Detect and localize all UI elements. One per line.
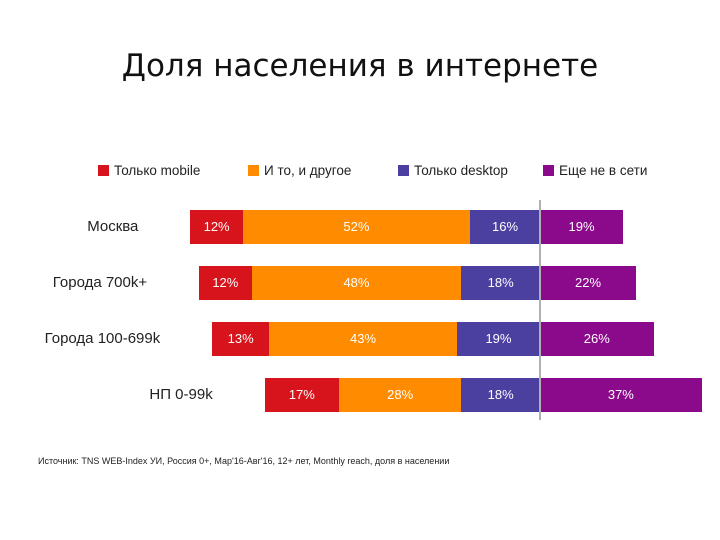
- legend-swatch: [98, 165, 109, 176]
- bar-segment: 17%: [264, 378, 339, 412]
- bar-segment: 28%: [338, 378, 462, 412]
- bar-row: НП 0-99k 17% 28% 18% 37%: [0, 378, 720, 412]
- chart-legend: Только mobile И то, и другое Только deskto…: [0, 163, 720, 183]
- bar-segment: 19%: [456, 322, 540, 356]
- category-label: Москва: [87, 218, 139, 235]
- bar-segment: 12%: [199, 266, 252, 300]
- category-label: Города 700k+: [52, 274, 148, 291]
- bar-segment: 16%: [470, 210, 540, 244]
- legend-label: Только desktop: [414, 163, 508, 178]
- page-title: Доля населения в интернете: [121, 48, 599, 84]
- bar-segment: 52%: [242, 210, 471, 244]
- category-label: НП 0-99k: [149, 386, 213, 403]
- bar-segment: 48%: [251, 266, 462, 300]
- bar-row: Города 100-699k 13% 43% 19% 26%: [0, 322, 720, 356]
- bar-segment: 26%: [540, 322, 654, 356]
- legend-item: Только mobile: [98, 163, 200, 178]
- bar-segment: 18%: [461, 266, 540, 300]
- category-label: Города 100-699k: [44, 330, 161, 347]
- bar-segment: 43%: [269, 322, 457, 356]
- bar-segment: 13%: [212, 322, 270, 356]
- bar-segment: 37%: [540, 378, 702, 412]
- legend-label: И то, и другое: [264, 163, 352, 178]
- bar-segment: 18%: [461, 378, 540, 412]
- legend-swatch: [248, 165, 259, 176]
- reference-line: [539, 200, 541, 420]
- legend-item: Еще не в сети: [543, 163, 647, 178]
- bar-row: Москва 12% 52% 16% 19%: [0, 210, 720, 244]
- bar-row: Города 700k+ 12% 48% 18% 22%: [0, 266, 720, 300]
- legend-label: Только mobile: [114, 163, 201, 178]
- legend-label: Еще не в сети: [559, 163, 648, 178]
- legend-item: Только desktop: [398, 163, 508, 178]
- source-note: Источник: TNS WEB-Index УИ, Россия 0+, М…: [38, 456, 450, 466]
- legend-item: И то, и другое: [248, 163, 351, 178]
- legend-swatch: [543, 165, 554, 176]
- bar-segment: 12%: [190, 210, 243, 244]
- bar-segment: 22%: [540, 266, 637, 300]
- bar-segment: 19%: [540, 210, 624, 244]
- legend-swatch: [398, 165, 409, 176]
